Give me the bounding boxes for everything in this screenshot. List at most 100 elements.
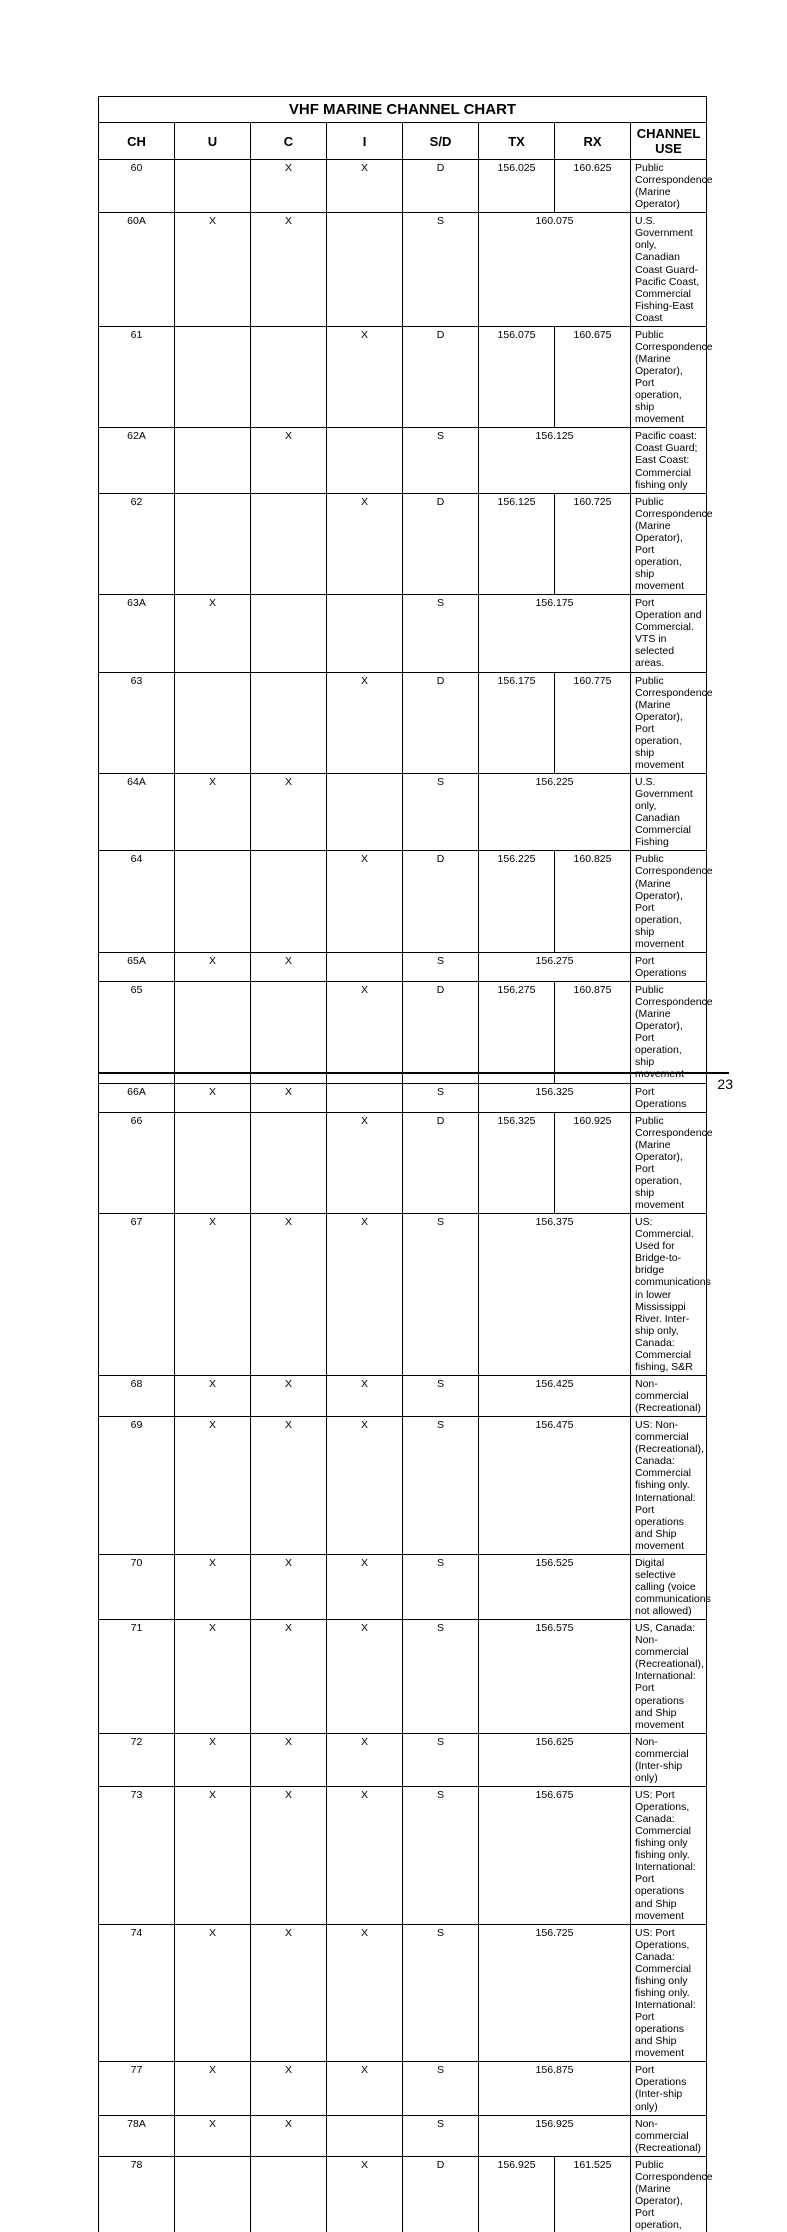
cell-i: X bbox=[327, 1375, 403, 1416]
cell-sd: S bbox=[403, 1083, 479, 1112]
cell-ch: 67 bbox=[99, 1214, 175, 1376]
cell-freq: 156.875 bbox=[479, 2062, 631, 2115]
col-ch: CH bbox=[99, 123, 175, 160]
cell-ch: 64 bbox=[99, 851, 175, 953]
page-footer: 23 bbox=[98, 1072, 729, 1074]
footer-rule bbox=[98, 1072, 729, 1074]
cell-freq: 156.425 bbox=[479, 1375, 631, 1416]
cell-u: X bbox=[175, 774, 251, 851]
cell-sd: D bbox=[403, 851, 479, 953]
cell-u bbox=[175, 672, 251, 774]
table-row: 78AXXS156.925Non-commercial (Recreationa… bbox=[99, 2115, 707, 2156]
cell-u bbox=[175, 2156, 251, 2232]
table-row: 69XXXS156.475US: Non-commercial (Recreat… bbox=[99, 1417, 707, 1555]
cell-tx: 156.175 bbox=[479, 672, 555, 774]
cell-ch: 61 bbox=[99, 326, 175, 428]
cell-ch: 62 bbox=[99, 493, 175, 595]
cell-freq: 156.925 bbox=[479, 2115, 631, 2156]
table-row: 63XD156.175160.775Public Correspondence … bbox=[99, 672, 707, 774]
cell-freq: 156.575 bbox=[479, 1620, 631, 1734]
cell-use: Public Correspondence (Marine Operator),… bbox=[631, 326, 707, 428]
cell-freq: 156.325 bbox=[479, 1083, 631, 1112]
table-title-row: VHF MARINE CHANNEL CHART bbox=[99, 97, 707, 123]
cell-use: US: Non-commercial (Recreational), Canad… bbox=[631, 1417, 707, 1555]
cell-use: Non-commercial (Recreational) bbox=[631, 2115, 707, 2156]
cell-tx: 156.025 bbox=[479, 160, 555, 213]
cell-c: X bbox=[251, 428, 327, 493]
cell-u: X bbox=[175, 1417, 251, 1555]
table-row: 66XD156.325160.925Public Correspondence … bbox=[99, 1112, 707, 1214]
table-row: 74XXXS156.725US: Port Operations, Canada… bbox=[99, 1924, 707, 2062]
table-row: 60XXD156.025160.625Public Correspondence… bbox=[99, 160, 707, 213]
table-row: 65XD156.275160.875Public Correspondence … bbox=[99, 982, 707, 1084]
cell-c: X bbox=[251, 1554, 327, 1619]
cell-sd: S bbox=[403, 1375, 479, 1416]
cell-u: X bbox=[175, 1083, 251, 1112]
cell-ch: 68 bbox=[99, 1375, 175, 1416]
cell-sd: S bbox=[403, 1417, 479, 1555]
cell-sd: S bbox=[403, 1786, 479, 1924]
cell-c: X bbox=[251, 1786, 327, 1924]
cell-u: X bbox=[175, 1733, 251, 1786]
cell-u: X bbox=[175, 1620, 251, 1734]
cell-ch: 77 bbox=[99, 2062, 175, 2115]
cell-use: US: Port Operations, Canada: Commercial … bbox=[631, 1786, 707, 1924]
cell-freq: 156.725 bbox=[479, 1924, 631, 2062]
cell-c: X bbox=[251, 1375, 327, 1416]
col-tx: TX bbox=[479, 123, 555, 160]
cell-c bbox=[251, 493, 327, 595]
table-row: 65AXXS156.275Port Operations bbox=[99, 952, 707, 981]
cell-i: X bbox=[327, 672, 403, 774]
cell-c: X bbox=[251, 952, 327, 981]
table-row: 62AXS156.125Pacific coast: Coast Guard; … bbox=[99, 428, 707, 493]
cell-i: X bbox=[327, 1112, 403, 1214]
cell-ch: 60 bbox=[99, 160, 175, 213]
table-row: 67XXXS156.375US: Commercial. Used for Br… bbox=[99, 1214, 707, 1376]
table-row: 70XXXS156.525Digital selective calling (… bbox=[99, 1554, 707, 1619]
cell-sd: S bbox=[403, 1554, 479, 1619]
cell-sd: S bbox=[403, 1733, 479, 1786]
cell-tx: 156.225 bbox=[479, 851, 555, 953]
table-row: 73XXXS156.675US: Port Operations, Canada… bbox=[99, 1786, 707, 1924]
cell-c bbox=[251, 672, 327, 774]
table-row: 71XXXS156.575US, Canada: Non-commercial … bbox=[99, 1620, 707, 1734]
cell-ch: 65A bbox=[99, 952, 175, 981]
cell-rx: 160.675 bbox=[555, 326, 631, 428]
cell-ch: 73 bbox=[99, 1786, 175, 1924]
cell-sd: D bbox=[403, 2156, 479, 2232]
cell-i bbox=[327, 1083, 403, 1112]
cell-use: Public Correspondence (Marine Operator) bbox=[631, 160, 707, 213]
table-row: 62XD156.125160.725Public Correspondence … bbox=[99, 493, 707, 595]
cell-i: X bbox=[327, 1214, 403, 1376]
cell-c bbox=[251, 851, 327, 953]
cell-u: X bbox=[175, 2115, 251, 2156]
cell-sd: D bbox=[403, 1112, 479, 1214]
cell-i: X bbox=[327, 1786, 403, 1924]
cell-i: X bbox=[327, 2156, 403, 2232]
cell-i bbox=[327, 213, 403, 327]
cell-u bbox=[175, 493, 251, 595]
cell-use: Public Correspondence (Marine Operator),… bbox=[631, 493, 707, 595]
cell-use: Public Correspondence (Marine Operator),… bbox=[631, 1112, 707, 1214]
cell-freq: 160.075 bbox=[479, 213, 631, 327]
col-rx: RX bbox=[555, 123, 631, 160]
cell-i: X bbox=[327, 1733, 403, 1786]
page-number: 23 bbox=[717, 1076, 733, 1092]
col-i: I bbox=[327, 123, 403, 160]
cell-sd: D bbox=[403, 493, 479, 595]
cell-u: X bbox=[175, 595, 251, 672]
cell-sd: D bbox=[403, 160, 479, 213]
cell-u: X bbox=[175, 213, 251, 327]
cell-c: X bbox=[251, 1417, 327, 1555]
cell-use: Port Operation and Commercial. VTS in se… bbox=[631, 595, 707, 672]
cell-u: X bbox=[175, 1375, 251, 1416]
table-row: 63AXS156.175Port Operation and Commercia… bbox=[99, 595, 707, 672]
cell-u: X bbox=[175, 2062, 251, 2115]
cell-use: U.S. Government only, Canadian Commercia… bbox=[631, 774, 707, 851]
cell-ch: 60A bbox=[99, 213, 175, 327]
cell-c: X bbox=[251, 2115, 327, 2156]
cell-i: X bbox=[327, 851, 403, 953]
cell-tx: 156.325 bbox=[479, 1112, 555, 1214]
cell-c bbox=[251, 1112, 327, 1214]
cell-ch: 62A bbox=[99, 428, 175, 493]
